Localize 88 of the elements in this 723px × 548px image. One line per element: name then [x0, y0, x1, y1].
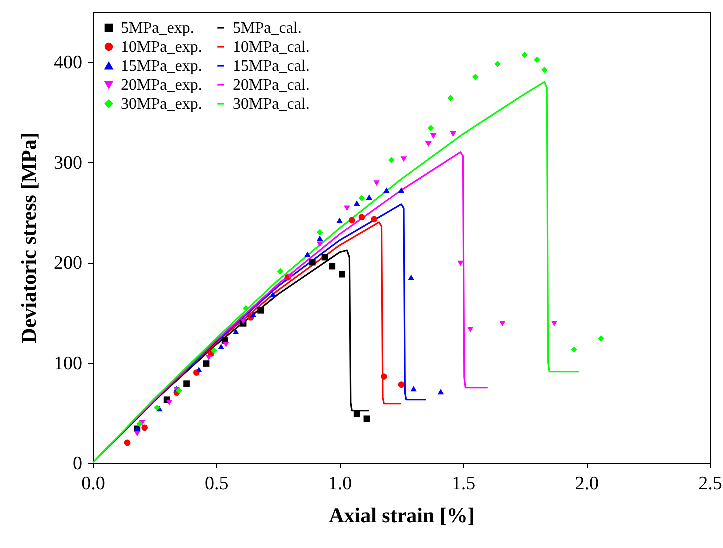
point [223, 342, 230, 348]
point [366, 194, 373, 200]
point [339, 271, 346, 278]
point [154, 404, 160, 412]
point [329, 263, 336, 270]
point [304, 252, 311, 258]
point [541, 66, 548, 74]
legend-label: 15MPa_cal. [233, 58, 310, 75]
point [206, 355, 212, 361]
point [196, 367, 202, 373]
point [176, 388, 183, 394]
legend-label: 5MPa_exp. [121, 20, 194, 37]
point [494, 60, 501, 68]
legend-label: 20MPa_cal. [233, 77, 310, 94]
point [398, 188, 405, 194]
point [398, 382, 405, 388]
legend-label: 10MPa_exp. [121, 39, 202, 56]
x-tick-label: 2.0 [575, 474, 599, 494]
point [287, 274, 294, 280]
point [242, 305, 250, 312]
point [522, 52, 528, 58]
point [374, 180, 380, 186]
point [472, 74, 479, 80]
point [166, 400, 173, 406]
point [277, 268, 284, 275]
point [388, 157, 395, 164]
x-axis-title: Axial strain [%] [329, 504, 475, 528]
point [316, 242, 324, 248]
point [210, 348, 218, 354]
point [500, 320, 506, 326]
point [551, 320, 558, 326]
legend-label: 30MPa_exp. [121, 96, 202, 113]
point [438, 389, 444, 395]
point [371, 216, 378, 223]
point [354, 200, 360, 206]
point [384, 188, 390, 194]
point [142, 424, 148, 432]
point [270, 292, 276, 298]
point [408, 274, 415, 280]
y-tick-label: 0 [73, 454, 82, 474]
y-axis-title: Deviatoric stress [MPa] [17, 132, 41, 344]
point [598, 336, 605, 342]
point [381, 374, 388, 380]
x-tick-label: 2.5 [698, 474, 722, 494]
point [410, 386, 417, 392]
point [134, 431, 141, 437]
point [354, 410, 360, 418]
point [309, 259, 316, 266]
point [430, 134, 437, 140]
point [240, 318, 247, 324]
point [467, 326, 474, 332]
point [358, 195, 366, 202]
point [344, 206, 350, 212]
point [348, 217, 356, 224]
point [218, 344, 224, 350]
point [364, 416, 370, 422]
point [124, 440, 131, 446]
point [232, 328, 240, 334]
point [400, 156, 408, 162]
point [425, 142, 432, 148]
point [258, 308, 264, 314]
x-tick-label: 0.5 [205, 474, 229, 494]
y-tick-label: 400 [54, 52, 82, 74]
legend-label: 5MPa_cal. [233, 20, 302, 37]
point [250, 312, 257, 318]
point [316, 229, 324, 236]
point [571, 346, 578, 353]
point [203, 360, 210, 367]
legend-label: 15MPa_exp. [121, 58, 202, 75]
x-tick-label: 0.0 [82, 474, 106, 494]
point [322, 254, 328, 261]
y-tick-label: 300 [54, 152, 82, 174]
point [184, 380, 190, 387]
legend-label: 30MPa_cal. [233, 96, 310, 113]
point [358, 214, 366, 221]
point [448, 95, 454, 102]
y-tick-label: 100 [54, 353, 82, 374]
point [428, 125, 434, 132]
point [136, 420, 144, 428]
point [316, 236, 324, 242]
legend-label: 10MPa_cal. [233, 39, 310, 56]
point [336, 218, 343, 224]
x-tick-label: 1.5 [452, 474, 476, 494]
x-tick-label: 1.0 [328, 474, 352, 494]
point [450, 132, 456, 138]
legend-label: 20MPa_exp. [121, 77, 202, 94]
y-tick-label: 200 [54, 253, 82, 274]
point [534, 56, 540, 64]
